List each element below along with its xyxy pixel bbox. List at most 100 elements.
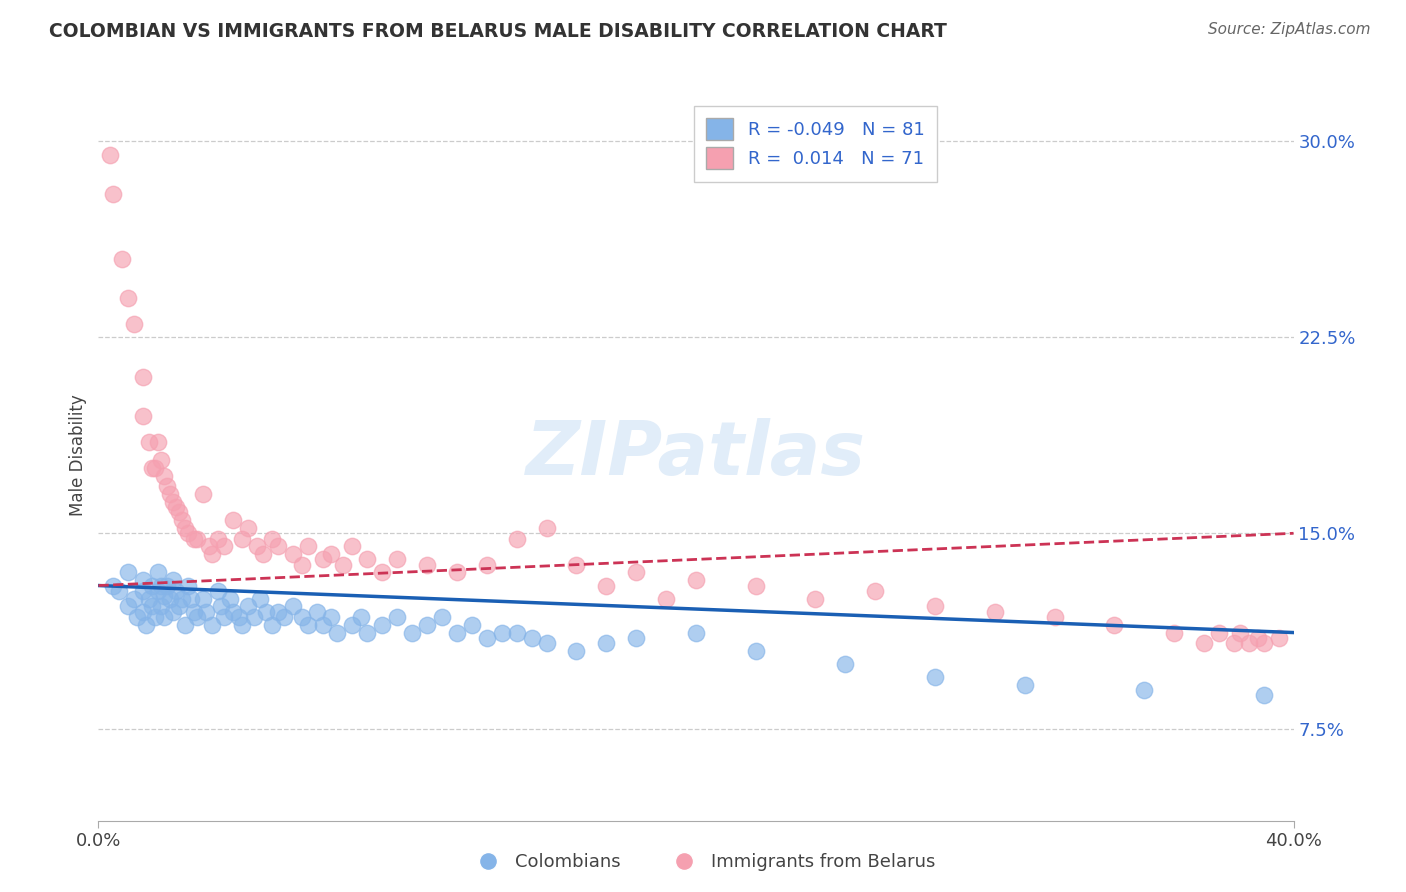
Point <box>281 599 304 614</box>
Point <box>98 147 122 161</box>
Point <box>111 252 134 266</box>
Point <box>117 566 139 580</box>
Point <box>138 434 160 449</box>
Point <box>198 539 221 553</box>
Point <box>321 547 343 561</box>
Point <box>565 558 588 572</box>
Point <box>141 578 163 592</box>
Point <box>350 610 373 624</box>
Point <box>195 605 218 619</box>
Point <box>231 617 253 632</box>
Point <box>249 591 271 606</box>
Point <box>209 599 232 614</box>
Point <box>103 578 125 592</box>
Point <box>520 631 543 645</box>
Point <box>150 578 173 592</box>
Point <box>1247 631 1270 645</box>
Point <box>180 591 202 606</box>
Text: ZIPatlas: ZIPatlas <box>526 418 866 491</box>
Point <box>124 318 146 332</box>
Point <box>1192 636 1215 650</box>
Point <box>475 631 498 645</box>
Point <box>191 591 214 606</box>
Point <box>132 574 155 588</box>
Point <box>685 574 707 588</box>
Point <box>191 487 214 501</box>
Point <box>153 468 176 483</box>
Point <box>1208 625 1230 640</box>
Point <box>236 521 259 535</box>
Point <box>162 495 184 509</box>
Point <box>305 605 328 619</box>
Point <box>186 532 208 546</box>
Point <box>1223 636 1246 650</box>
Point <box>281 547 304 561</box>
Point <box>162 574 184 588</box>
Point <box>595 578 617 592</box>
Text: COLOMBIAN VS IMMIGRANTS FROM BELARUS MALE DISABILITY CORRELATION CHART: COLOMBIAN VS IMMIGRANTS FROM BELARUS MAL… <box>49 22 948 41</box>
Point <box>385 610 409 624</box>
Point <box>491 625 513 640</box>
Point <box>291 610 314 624</box>
Point <box>150 453 173 467</box>
Point <box>745 644 768 658</box>
Point <box>267 539 290 553</box>
Point <box>655 591 678 606</box>
Point <box>219 591 242 606</box>
Point <box>273 610 295 624</box>
Point <box>159 487 181 501</box>
Point <box>153 589 176 603</box>
Point <box>260 532 283 546</box>
Point <box>924 670 946 684</box>
Point <box>401 625 423 640</box>
Point <box>342 539 364 553</box>
Point <box>311 552 333 566</box>
Point <box>626 566 648 580</box>
Point <box>446 566 468 580</box>
Point <box>1253 688 1275 702</box>
Point <box>212 539 235 553</box>
Point <box>865 583 887 598</box>
Point <box>356 625 378 640</box>
Point <box>446 625 468 640</box>
Point <box>475 558 498 572</box>
Y-axis label: Male Disability: Male Disability <box>69 394 87 516</box>
Point <box>117 599 139 614</box>
Point <box>267 605 290 619</box>
Point <box>124 591 146 606</box>
Legend: R = -0.049   N = 81, R =  0.014   N = 71: R = -0.049 N = 81, R = 0.014 N = 71 <box>693 105 938 182</box>
Point <box>162 605 184 619</box>
Point <box>127 610 149 624</box>
Point <box>1014 678 1036 692</box>
Point <box>243 610 266 624</box>
Point <box>536 636 558 650</box>
Point <box>148 566 170 580</box>
Point <box>254 605 277 619</box>
Point <box>416 558 439 572</box>
Point <box>1253 636 1275 650</box>
Point <box>461 617 484 632</box>
Point <box>252 547 274 561</box>
Point <box>371 617 394 632</box>
Point <box>135 617 157 632</box>
Point <box>231 532 253 546</box>
Point <box>626 631 648 645</box>
Point <box>430 610 453 624</box>
Point <box>595 636 617 650</box>
Point <box>297 617 319 632</box>
Point <box>371 566 394 580</box>
Point <box>132 409 155 423</box>
Point <box>246 539 269 553</box>
Point <box>186 610 208 624</box>
Point <box>143 610 166 624</box>
Point <box>984 605 1007 619</box>
Point <box>143 461 166 475</box>
Point <box>506 625 529 640</box>
Point <box>222 513 245 527</box>
Point <box>291 558 314 572</box>
Point <box>685 625 707 640</box>
Point <box>1163 625 1185 640</box>
Point <box>183 605 205 619</box>
Point <box>148 434 170 449</box>
Point <box>536 521 558 535</box>
